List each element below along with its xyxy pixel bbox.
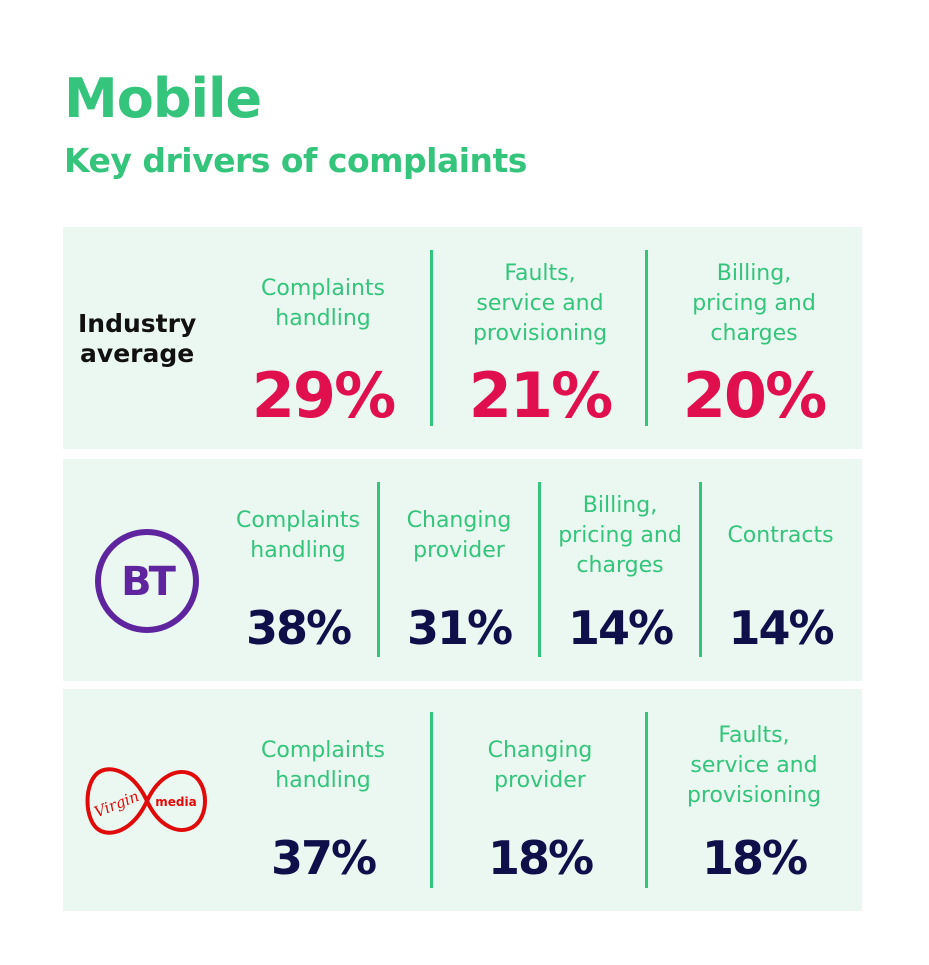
- driver-percentage: 18%: [701, 831, 808, 885]
- virgin-logo-word: Virgin: [92, 787, 142, 821]
- column-divider: [430, 250, 433, 426]
- driver-label: Faults, service and provisioning: [472, 261, 608, 346]
- virgin-driver-complaints-handling: Complaints handling 37%: [243, 689, 403, 911]
- bt-logo-icon: BT: [95, 529, 199, 633]
- driver-label: Billing, pricing and charges: [558, 493, 682, 578]
- industry-label-line2: average: [80, 339, 195, 368]
- bt-logo-ring: [95, 529, 199, 633]
- virgin-driver-faults: Faults, service and provisioning 18%: [669, 689, 839, 911]
- driver-label: Changing provider: [406, 508, 512, 563]
- virgin-media-logo-loop: [85, 767, 207, 835]
- industry-driver-billing: Billing, pricing and charges 20%: [669, 227, 839, 449]
- driver-label: Billing, pricing and charges: [692, 261, 816, 346]
- page-subtitle: Key drivers of complaints: [64, 141, 527, 180]
- column-divider: [699, 482, 702, 657]
- bt-driver-contracts: Contracts 14%: [703, 459, 858, 681]
- driver-percentage: 31%: [406, 601, 513, 655]
- driver-percentage: 20%: [682, 359, 827, 432]
- driver-label: Complaints handling: [236, 508, 360, 563]
- driver-percentage: 21%: [468, 359, 613, 432]
- media-logo-word: media: [155, 795, 196, 809]
- driver-percentage: 38%: [245, 601, 352, 655]
- driver-percentage: 29%: [251, 359, 396, 432]
- driver-label: Contracts: [727, 523, 834, 548]
- driver-percentage: 18%: [487, 831, 594, 885]
- virgin-media-panel: Virgin media Complaints handling 37% Cha…: [63, 689, 862, 911]
- driver-label: Faults, service and provisioning: [686, 723, 822, 808]
- driver-label: Complaints handling: [261, 738, 385, 793]
- industry-label-line1: Industry: [78, 309, 197, 338]
- page-title: Mobile: [64, 67, 262, 130]
- industry-average-panel: Industry average Complaints handling 29%…: [63, 227, 862, 449]
- bt-panel: BT Complaints handling 38% Changing prov…: [63, 459, 862, 681]
- bt-driver-changing-provider: Changing provider 31%: [381, 459, 537, 681]
- driver-percentage: 37%: [270, 831, 377, 885]
- bt-driver-complaints-handling: Complaints handling 38%: [223, 459, 373, 681]
- driver-percentage: 14%: [728, 601, 834, 655]
- industry-average-label: Industry average: [78, 309, 196, 369]
- virgin-media-logo-icon: Virgin media: [85, 767, 207, 835]
- column-divider: [645, 712, 648, 888]
- bt-logo-text: BT: [121, 559, 176, 605]
- column-divider: [645, 250, 648, 426]
- column-divider: [377, 482, 380, 657]
- driver-percentage: 14%: [567, 601, 674, 655]
- industry-driver-faults: Faults, service and provisioning 21%: [455, 227, 625, 449]
- driver-label: Complaints handling: [261, 276, 385, 331]
- virgin-driver-changing-provider: Changing provider 18%: [455, 689, 625, 911]
- column-divider: [430, 712, 433, 888]
- column-divider: [538, 482, 541, 657]
- bt-driver-billing: Billing, pricing and charges 14%: [541, 459, 699, 681]
- industry-driver-complaints-handling: Complaints handling 29%: [243, 227, 403, 449]
- driver-label: Changing provider: [487, 738, 593, 793]
